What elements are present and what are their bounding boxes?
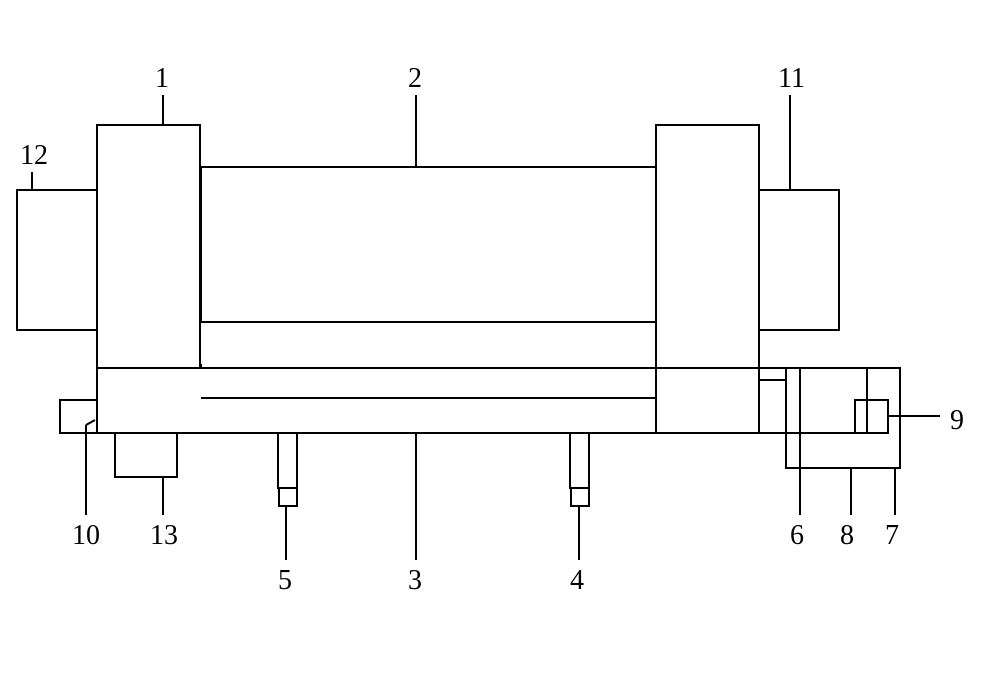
callout-label-6: 6: [790, 520, 804, 552]
engineering-diagram: [0, 0, 1000, 673]
callout-label-12: 12: [20, 140, 48, 172]
callout-label-1: 1: [155, 63, 169, 95]
callout-label-9: 9: [950, 405, 964, 437]
callout-label-11: 11: [778, 63, 805, 95]
callout-label-8: 8: [840, 520, 854, 552]
callout-label-2: 2: [408, 63, 422, 95]
callout-label-3: 3: [408, 565, 422, 597]
callout-label-7: 7: [885, 520, 899, 552]
callout-label-4: 4: [570, 565, 584, 597]
callout-label-13: 13: [150, 520, 178, 552]
callout-label-10: 10: [72, 520, 100, 552]
callout-label-5: 5: [278, 565, 292, 597]
